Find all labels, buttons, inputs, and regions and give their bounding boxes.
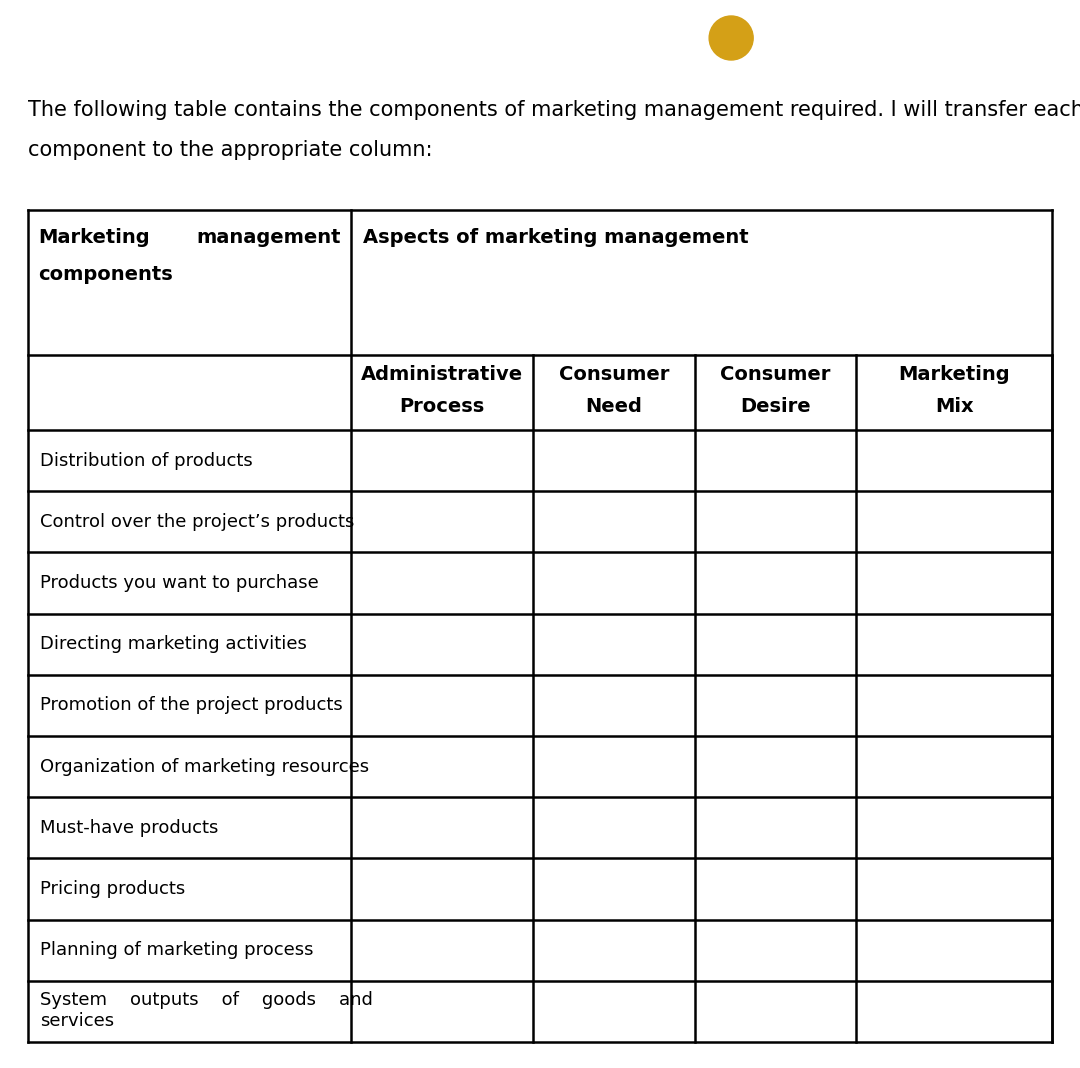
Text: The following table contains the components of marketing management required. I : The following table contains the compone…	[28, 100, 1080, 120]
Text: services: services	[40, 1011, 114, 1030]
Text: Planning of marketing process: Planning of marketing process	[40, 941, 313, 959]
Text: management: management	[197, 227, 340, 247]
Text: Desire: Desire	[740, 397, 811, 417]
Text: Administrative: Administrative	[361, 365, 523, 384]
Circle shape	[710, 16, 753, 60]
Text: Consumer: Consumer	[720, 365, 831, 384]
Text: Consumer: Consumer	[558, 365, 669, 384]
Text: Organization of marketing resources: Organization of marketing resources	[40, 757, 369, 775]
Text: Promotion of the project products: Promotion of the project products	[40, 696, 342, 714]
Text: Marketing: Marketing	[899, 365, 1010, 384]
Text: Distribution of products: Distribution of products	[40, 452, 253, 470]
Text: Pricing products: Pricing products	[40, 880, 186, 898]
Text: Products you want to purchase: Products you want to purchase	[40, 574, 319, 592]
Text: Directing marketing activities: Directing marketing activities	[40, 635, 307, 654]
Text: Mix: Mix	[935, 397, 973, 417]
Text: components: components	[38, 265, 173, 284]
Text: System    outputs    of    goods    and: System outputs of goods and	[40, 991, 373, 1009]
Text: Marketing: Marketing	[38, 227, 150, 247]
Text: Need: Need	[585, 397, 643, 417]
Text: Aspects of marketing management: Aspects of marketing management	[363, 227, 748, 247]
Text: component to the appropriate column:: component to the appropriate column:	[28, 140, 432, 160]
Text: Process: Process	[400, 397, 484, 417]
Text: Control over the project’s products: Control over the project’s products	[40, 513, 354, 531]
Text: Must-have products: Must-have products	[40, 819, 218, 837]
